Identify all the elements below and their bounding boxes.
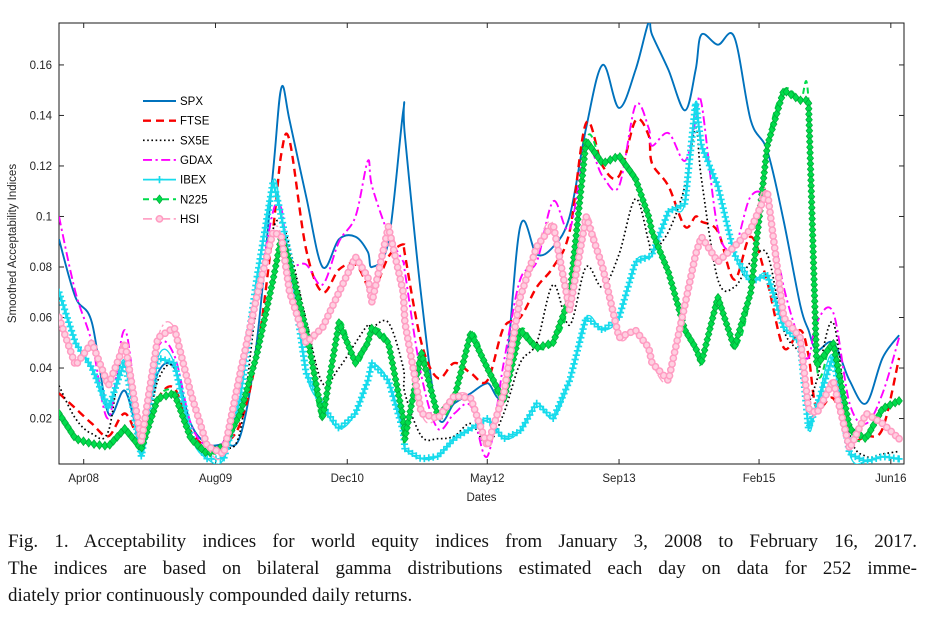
legend-label-SX5E: SX5E [180, 135, 210, 147]
caption-line: Fig. 1. Acceptability indices for world … [8, 531, 917, 552]
y-tick-label: 0.12 [30, 161, 52, 173]
y-tick-label: 0.1 [36, 211, 52, 223]
legend-label-HSI: HSI [180, 214, 199, 226]
legend-label-IBEX: IBEX [180, 175, 207, 187]
legend-label-N225: N225 [180, 194, 208, 206]
y-tick-label: 0.14 [30, 110, 53, 122]
y-tick-label: 0.04 [30, 363, 53, 375]
y-tick-label: 0.02 [30, 414, 52, 426]
series-line-GDAX [59, 95, 901, 458]
x-tick-label: Aug09 [199, 473, 232, 485]
x-tick-label: Feb15 [743, 473, 776, 485]
series-markers-HSI [59, 189, 903, 457]
acceptability-chart: 0.02 0.04 0.06 0.08 0.1 0.12 0.14 0.16 Apr08 Aug0… [7, 22, 906, 504]
legend-item-N225 [143, 194, 176, 205]
plot-area [59, 23, 903, 464]
plot-box [58, 22, 905, 465]
x-tick-label: Sep13 [602, 473, 635, 485]
y-tick-label: 0.06 [30, 313, 52, 325]
x-tick-label: Apr08 [68, 473, 99, 485]
x-axis-title: Dates [466, 492, 496, 504]
series-line-SX5E [59, 127, 900, 459]
x-tick-label: May12 [470, 473, 505, 485]
legend-item-HSI [143, 215, 176, 223]
figure-caption: Fig. 1. Acceptability indices for world … [0, 528, 925, 609]
caption-line: The indices are based on bilateral gamma… [8, 558, 917, 579]
y-tick-label: 0.08 [30, 262, 52, 274]
legend-label-GDAX: GDAX [180, 155, 213, 167]
caption-line: diately prior continuously compounded da… [8, 585, 413, 606]
legend [143, 100, 176, 223]
legend-label-SPX: SPX [180, 96, 203, 108]
legend-label-FTSE: FTSE [180, 116, 210, 128]
legend-item-IBEX [143, 176, 176, 184]
x-tick-label: Dec10 [331, 473, 364, 485]
x-tick-label: Jun16 [875, 473, 906, 485]
y-tick-label: 0.16 [30, 60, 52, 72]
y-axis-title: Smoothed Acceptability Indices [7, 164, 19, 323]
